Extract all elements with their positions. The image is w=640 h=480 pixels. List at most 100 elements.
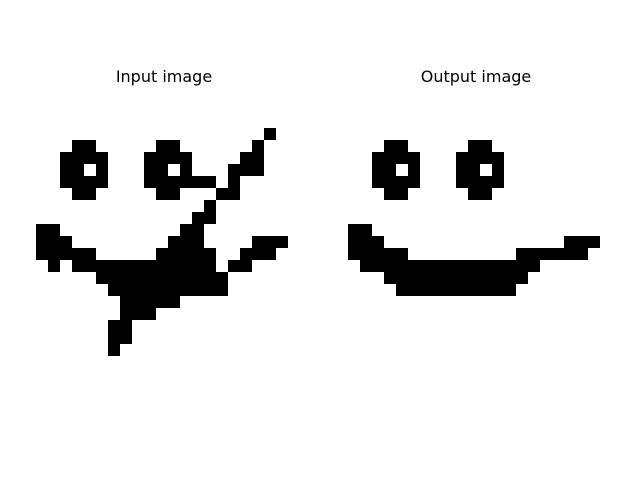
pixel-cell <box>384 248 396 260</box>
pixel-cell <box>168 248 180 260</box>
pixel-cell <box>516 272 528 284</box>
pixel-cell <box>432 284 444 296</box>
pixel-cell <box>72 164 84 176</box>
pixel-cell <box>360 248 372 260</box>
pixel-cell <box>396 176 408 188</box>
pixel-cell <box>468 164 480 176</box>
pixel-cell <box>168 296 180 308</box>
pixel-cell <box>552 248 564 260</box>
pixel-cell <box>168 284 180 296</box>
pixel-cell <box>192 248 204 260</box>
pixel-cell <box>156 152 168 164</box>
pixel-cell <box>264 248 276 260</box>
pixel-cell <box>468 272 480 284</box>
pixel-cell <box>408 284 420 296</box>
pixel-cell <box>72 176 84 188</box>
pixel-cell <box>72 248 84 260</box>
pixel-cell <box>204 248 216 260</box>
input-image-canvas <box>36 116 300 380</box>
pixel-cell <box>480 260 492 272</box>
pixel-cell <box>456 260 468 272</box>
pixel-cell <box>528 248 540 260</box>
pixel-cell <box>384 176 396 188</box>
pixel-cell <box>396 248 408 260</box>
pixel-cell <box>408 260 420 272</box>
pixel-cell <box>108 332 120 344</box>
pixel-cell <box>120 332 132 344</box>
pixel-cell <box>120 320 132 332</box>
pixel-cell <box>156 296 168 308</box>
pixel-cell <box>228 176 240 188</box>
pixel-cell <box>204 260 216 272</box>
pixel-cell <box>108 284 120 296</box>
pixel-cell <box>384 272 396 284</box>
pixel-cell <box>156 284 168 296</box>
pixel-cell <box>192 176 204 188</box>
pixel-cell <box>36 236 48 248</box>
pixel-cell <box>96 260 108 272</box>
pixel-cell <box>48 248 60 260</box>
pixel-cell <box>420 284 432 296</box>
pixel-cell <box>120 284 132 296</box>
pixel-cell <box>168 140 180 152</box>
pixel-cell <box>168 272 180 284</box>
pixel-cell <box>168 176 180 188</box>
pixel-cell <box>156 164 168 176</box>
pixel-cell <box>468 176 480 188</box>
pixel-cell <box>156 188 168 200</box>
pixel-cell <box>168 188 180 200</box>
pixel-cell <box>564 236 576 248</box>
pixel-cell <box>456 164 468 176</box>
pixel-cell <box>372 248 384 260</box>
pixel-cell <box>132 284 144 296</box>
pixel-cell <box>264 128 276 140</box>
pixel-cell <box>60 176 72 188</box>
pixel-cell <box>516 248 528 260</box>
pixel-cell <box>156 140 168 152</box>
pixel-cell <box>456 176 468 188</box>
input-image-grid <box>36 116 300 380</box>
pixel-cell <box>144 296 156 308</box>
pixel-cell <box>420 272 432 284</box>
pixel-cell <box>156 248 168 260</box>
pixel-cell <box>228 260 240 272</box>
pixel-cell <box>456 152 468 164</box>
pixel-cell <box>204 200 216 212</box>
pixel-cell <box>588 236 600 248</box>
pixel-cell <box>384 152 396 164</box>
pixel-cell <box>480 176 492 188</box>
pixel-cell <box>180 152 192 164</box>
pixel-cell <box>396 260 408 272</box>
pixel-cell <box>132 260 144 272</box>
pixel-cell <box>396 284 408 296</box>
pixel-cell <box>504 260 516 272</box>
pixel-cell <box>36 224 48 236</box>
pixel-cell <box>492 176 504 188</box>
pixel-cell <box>192 284 204 296</box>
pixel-cell <box>528 260 540 272</box>
pixel-cell <box>372 260 384 272</box>
pixel-cell <box>204 272 216 284</box>
output-image-title: Output image <box>420 67 532 86</box>
pixel-cell <box>84 176 96 188</box>
pixel-cell <box>480 272 492 284</box>
pixel-cell <box>180 284 192 296</box>
pixel-cell <box>84 260 96 272</box>
pixel-cell <box>492 284 504 296</box>
pixel-cell <box>156 176 168 188</box>
pixel-cell <box>204 176 216 188</box>
pixel-cell <box>36 248 48 260</box>
pixel-cell <box>72 152 84 164</box>
pixel-cell <box>60 152 72 164</box>
pixel-cell <box>120 308 132 320</box>
pixel-cell <box>48 224 60 236</box>
pixel-cell <box>48 260 60 272</box>
pixel-cell <box>492 260 504 272</box>
pixel-cell <box>180 224 192 236</box>
output-image-grid <box>348 116 612 380</box>
pixel-cell <box>240 164 252 176</box>
pixel-cell <box>456 284 468 296</box>
pixel-cell <box>84 152 96 164</box>
pixel-cell <box>156 260 168 272</box>
pixel-cell <box>108 344 120 356</box>
